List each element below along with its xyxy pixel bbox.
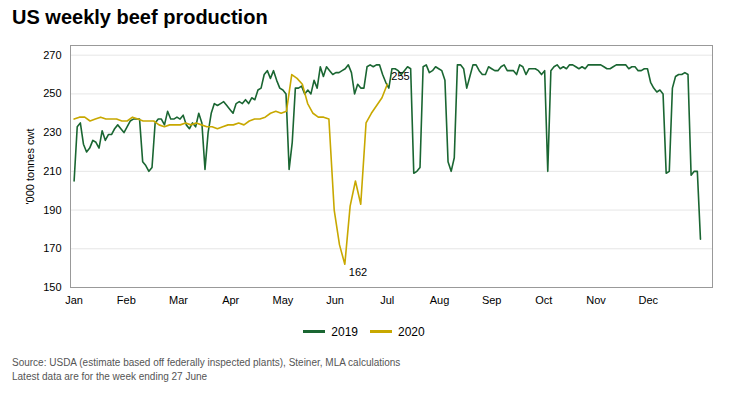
svg-text:Nov: Nov (586, 294, 606, 306)
svg-text:Jan: Jan (65, 294, 83, 306)
svg-text:Feb: Feb (117, 294, 136, 306)
svg-text:210: 210 (43, 165, 61, 177)
html-text:2020: 2020 (398, 324, 425, 339)
svg-text:Mar: Mar (169, 294, 188, 306)
svg-text:190: 190 (43, 204, 61, 216)
svg-text:162: 162 (349, 266, 367, 278)
svg-text:Dec: Dec (638, 294, 658, 306)
svg-text:Apr: Apr (222, 294, 239, 306)
svg-text:May: May (273, 294, 294, 306)
svg-text:'000 tonnes cwt: '000 tonnes cwt (24, 128, 36, 204)
svg-text:Sep: Sep (482, 294, 502, 306)
html-text:Source: USDA (estimate based o: Source: USDA (estimate based off federal… (12, 357, 401, 382)
svg-text:Jul: Jul (380, 294, 394, 306)
svg-text:250: 250 (43, 87, 61, 99)
svg-text:230: 230 (43, 126, 61, 138)
svg-text:Aug: Aug (430, 294, 450, 306)
svg-text:Jun: Jun (326, 294, 344, 306)
svg-text:170: 170 (43, 242, 61, 254)
svg-text:Oct: Oct (535, 294, 552, 306)
svg-text:270: 270 (43, 49, 61, 61)
html-text:2019: 2019 (331, 324, 358, 339)
svg-text:255: 255 (391, 70, 409, 82)
svg-text:150: 150 (43, 281, 61, 293)
html-text:US weekly beef production: US weekly beef production (12, 6, 268, 28)
